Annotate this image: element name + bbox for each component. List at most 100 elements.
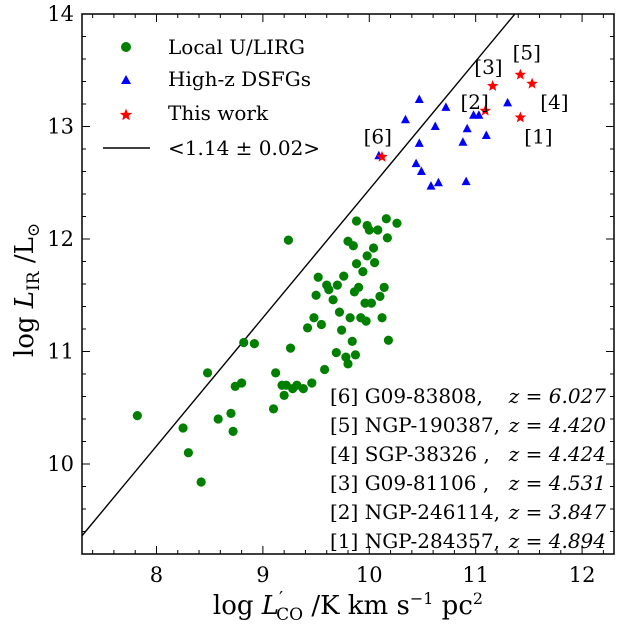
local-ulirg-point bbox=[319, 364, 330, 375]
local-ulirg-point bbox=[354, 282, 364, 292]
local-ulirg-point bbox=[302, 323, 313, 333]
fit-line bbox=[82, 14, 516, 537]
local-ulirg-point bbox=[350, 350, 361, 360]
legend-local-label: Local U/LIRG bbox=[168, 35, 305, 59]
source-annotation-redshift: z = 4.894 bbox=[508, 529, 606, 553]
local-ulirg-point bbox=[362, 251, 372, 261]
local-ulirg-point bbox=[343, 359, 353, 369]
source-annotation-name: [4] SGP-38326 , bbox=[330, 442, 490, 466]
y-axis-title: log LIR /L⊙ bbox=[10, 223, 44, 357]
local-ulirg-point bbox=[381, 214, 391, 224]
local-ulirg-point bbox=[366, 298, 377, 308]
local-ulirg-point bbox=[392, 218, 402, 228]
source-annotation-name: [6] G09-83808, bbox=[330, 384, 483, 408]
local-ulirg-point bbox=[249, 339, 259, 349]
local-ulirg-point bbox=[347, 336, 357, 346]
this-work-point bbox=[479, 104, 491, 116]
x-tick-label: 8 bbox=[150, 563, 163, 587]
local-ulirg-point bbox=[348, 241, 358, 251]
local-ulirg-point bbox=[375, 291, 385, 301]
source-annotation-redshift: z = 4.424 bbox=[508, 442, 606, 466]
point-label: [1] bbox=[524, 125, 552, 149]
highz-dsfg-point bbox=[400, 114, 410, 124]
local-ulirg-point bbox=[178, 423, 188, 433]
local-ulirg-point bbox=[311, 290, 321, 300]
source-annotation-redshift: z = 4.420 bbox=[508, 413, 607, 437]
local-ulirg-point bbox=[228, 426, 238, 436]
this-work-point bbox=[514, 68, 527, 80]
legend: Local U/LIRG High-z DSFGs This work <1.1… bbox=[103, 35, 320, 160]
local-ulirg-point bbox=[271, 368, 281, 378]
local-ulirg-point bbox=[331, 348, 341, 358]
local-ulirg-point bbox=[360, 298, 370, 308]
highz-dsfg-point bbox=[461, 176, 471, 186]
highz-dsfg-point bbox=[416, 166, 426, 175]
highz-dsfg-point bbox=[441, 102, 451, 111]
point-label: [2] bbox=[460, 90, 488, 114]
source-annotation-redshift: z = 3.847 bbox=[508, 500, 607, 524]
y-tick-label: 10 bbox=[47, 452, 74, 476]
y-tick-label: 14 bbox=[47, 2, 74, 26]
y-tick-label: 11 bbox=[47, 340, 74, 364]
local-ulirg-point bbox=[339, 271, 349, 281]
highz-dsfg-point bbox=[426, 181, 436, 190]
local-ulirg-point bbox=[239, 337, 249, 348]
local-ulirg-point bbox=[324, 285, 334, 295]
x-tick-label: 12 bbox=[569, 563, 596, 587]
local-ulirg-point bbox=[279, 390, 289, 400]
x-tick-label: 9 bbox=[256, 563, 269, 587]
local-ulirg-point bbox=[202, 368, 213, 378]
point-label: [5] bbox=[513, 40, 541, 64]
this-work-point bbox=[526, 77, 538, 89]
highz-dsfg-point bbox=[458, 137, 468, 146]
x-axis-title: log L′ CO /K km s−1 pc2 bbox=[213, 588, 483, 625]
local-ulirg-point bbox=[334, 307, 345, 317]
legend-highz-label: High-z DSFGs bbox=[168, 67, 311, 91]
fit-line-layer bbox=[82, 14, 516, 537]
source-annotation-redshift: z = 6.027 bbox=[508, 384, 607, 408]
local-ulirg-point bbox=[361, 316, 371, 326]
point-label: [6] bbox=[364, 125, 392, 149]
this-work-point bbox=[376, 150, 388, 162]
local-ulirg-point bbox=[368, 243, 379, 253]
highz-dsfg-point bbox=[430, 121, 440, 130]
source-annotation-name: [2] NGP-246114, bbox=[330, 500, 500, 524]
x-tick-label: 10 bbox=[356, 563, 383, 587]
local-ulirg-point bbox=[196, 477, 206, 487]
legend-thiswork-label: This work bbox=[168, 101, 269, 125]
highz-dsfg-point bbox=[474, 110, 484, 119]
tick-labels: 8 9 10 11 12 10 11 12 13 14 bbox=[47, 2, 595, 587]
plot-frame bbox=[81, 13, 615, 555]
local-ulirg-point bbox=[298, 384, 308, 394]
source-annotation-name: [1] NGP-284357, bbox=[330, 529, 500, 553]
local-ulirg-point bbox=[345, 313, 355, 323]
local-ulirg-point bbox=[373, 225, 383, 235]
legend-fit-label: <1.14 ± 0.02> bbox=[168, 136, 320, 160]
point-labels-layer: [6] [2] [3] [5] [4] [1] bbox=[364, 40, 569, 148]
highz-dsfg-point bbox=[503, 97, 513, 107]
y-tick-label: 12 bbox=[47, 227, 74, 251]
local-ulirg-point bbox=[285, 343, 296, 353]
this-work-point bbox=[487, 80, 499, 91]
local-ulirg-point bbox=[358, 267, 368, 277]
source-annotation-redshift: z = 4.531 bbox=[508, 471, 606, 495]
highz-dsfg-point bbox=[462, 123, 472, 133]
local-ulirg-point bbox=[332, 280, 342, 290]
point-label: [4] bbox=[540, 90, 568, 114]
highz-dsfg-point bbox=[411, 158, 421, 168]
local-ulirg-point bbox=[183, 448, 193, 458]
source-annotations: [6] G09-83808, z = 6.027 [5] NGP-190387, z … bbox=[330, 384, 606, 553]
local-ulirg-point bbox=[283, 235, 294, 245]
data-points-layer bbox=[132, 68, 538, 487]
local-ulirg-point bbox=[268, 404, 279, 414]
local-ulirg-point bbox=[337, 325, 347, 335]
local-ulirg-point bbox=[237, 378, 247, 388]
local-ulirg-point bbox=[328, 295, 338, 305]
point-label: [3] bbox=[474, 55, 502, 79]
y-tick-label: 13 bbox=[47, 115, 74, 139]
source-annotation-name: [5] NGP-190387, bbox=[330, 413, 500, 437]
local-ulirg-point bbox=[313, 272, 323, 282]
highz-dsfg-point bbox=[414, 138, 424, 147]
